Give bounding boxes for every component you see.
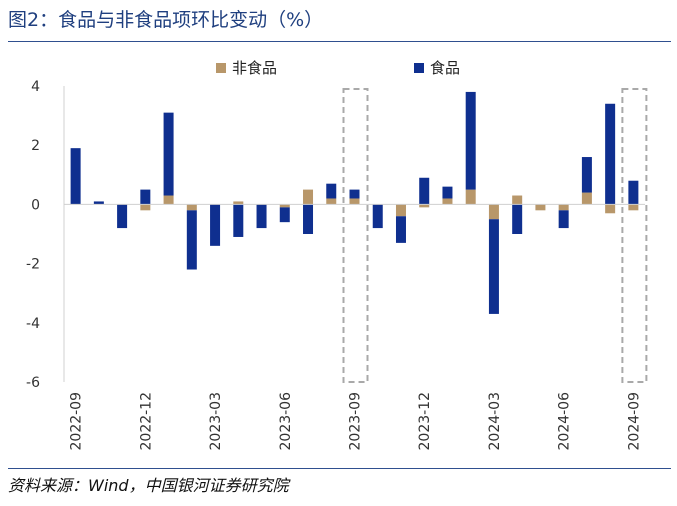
bar-food-2024-07 bbox=[581, 157, 592, 193]
bar-nonfood-2023-08 bbox=[326, 198, 337, 205]
legend-label-1: 食品 bbox=[430, 59, 460, 77]
bar-food-2023-12 bbox=[419, 177, 430, 205]
bar-nonfood-2023-12 bbox=[419, 204, 430, 208]
bar-food-2023-11 bbox=[395, 216, 406, 243]
bar-food-2023-05 bbox=[256, 204, 267, 229]
stacked-bar-chart: 非食品 食品 420-2-4-6 2022-09 2022-12 2023-03 202… bbox=[26, 59, 648, 451]
bar-nonfood-2023-06 bbox=[279, 204, 290, 208]
x-tick-label: 2023-09 bbox=[348, 392, 364, 451]
bar-food-2022-11 bbox=[117, 204, 128, 229]
y-tick-label: 2 bbox=[31, 138, 40, 154]
bar-nonfood-2023-11 bbox=[395, 204, 406, 217]
footer-divider bbox=[8, 468, 671, 469]
bar-food-2023-02 bbox=[186, 210, 197, 270]
y-tick-label: 4 bbox=[31, 79, 40, 95]
bar-food-2023-10 bbox=[372, 204, 383, 229]
bar-food-2022-10 bbox=[93, 201, 104, 205]
bar-nonfood-2024-03 bbox=[488, 204, 499, 220]
y-tick-label: 0 bbox=[31, 197, 40, 213]
bar-food-2022-12 bbox=[140, 189, 151, 205]
legend-swatch-0 bbox=[216, 63, 226, 73]
bar-nonfood-2023-07 bbox=[303, 189, 314, 205]
x-axis: 2022-09 2022-12 2023-03 2023-06 2023-09 2023-… bbox=[64, 203, 645, 451]
bar-food-2024-06 bbox=[558, 210, 569, 229]
bar-nonfood-2024-07 bbox=[581, 192, 592, 205]
bar-food-2024-02 bbox=[465, 91, 476, 190]
y-axis: 4 2 0 -2 -4 -6 bbox=[26, 79, 65, 391]
bar-nonfood-2024-01 bbox=[442, 198, 453, 205]
bar-nonfood-2024-09 bbox=[628, 204, 639, 211]
bar-food-2023-08 bbox=[326, 183, 337, 199]
x-tick-label: 2024-03 bbox=[487, 392, 503, 451]
highlight-box-2023-09 bbox=[342, 87, 369, 384]
chart-title: 图2：食品与非食品项环比变动（%） bbox=[8, 9, 324, 31]
bar-food-2023-01 bbox=[163, 112, 174, 196]
x-tick-label: 2023-06 bbox=[278, 392, 294, 451]
bar-food-2024-08 bbox=[605, 103, 616, 205]
x-tick-label: 2022-12 bbox=[138, 392, 154, 451]
bar-nonfood-2024-06 bbox=[558, 204, 569, 211]
bar-nonfood-2023-09 bbox=[349, 198, 360, 205]
bar-food-2023-07 bbox=[303, 204, 314, 234]
highlight-box-2024-09 bbox=[621, 87, 648, 384]
bars bbox=[70, 91, 639, 314]
y-tick-label: -4 bbox=[26, 316, 40, 332]
legend: 非食品 食品 bbox=[216, 59, 460, 77]
legend-label-0: 非食品 bbox=[232, 59, 277, 77]
bar-nonfood-2024-02 bbox=[465, 189, 476, 205]
bar-nonfood-2022-12 bbox=[140, 204, 151, 211]
x-tick-label: 2024-06 bbox=[557, 392, 573, 451]
x-tick-label: 2024-09 bbox=[626, 392, 642, 451]
bar-nonfood-2023-04 bbox=[233, 201, 244, 205]
bar-nonfood-2024-05 bbox=[535, 204, 546, 211]
bar-food-2024-01 bbox=[442, 186, 453, 199]
bar-food-2023-06 bbox=[279, 207, 290, 223]
bar-food-2024-04 bbox=[512, 204, 523, 234]
bar-food-2024-09 bbox=[628, 180, 639, 205]
bar-food-2023-04 bbox=[233, 204, 244, 237]
header-divider bbox=[8, 41, 671, 42]
bar-nonfood-2023-02 bbox=[186, 204, 197, 211]
bar-food-2023-03 bbox=[210, 204, 221, 246]
bar-nonfood-2024-08 bbox=[605, 204, 616, 214]
y-tick-label: -6 bbox=[26, 375, 40, 391]
y-tick-label: -2 bbox=[26, 257, 40, 273]
legend-swatch-1 bbox=[414, 63, 424, 73]
x-tick-label: 2023-12 bbox=[417, 392, 433, 451]
bar-food-2023-09 bbox=[349, 189, 360, 199]
bar-food-2024-03 bbox=[488, 219, 499, 314]
bar-food-2022-09 bbox=[70, 148, 81, 205]
x-tick-label: 2022-09 bbox=[69, 392, 85, 451]
source-note: 资料来源：Wind，中国银河证券研究院 bbox=[8, 476, 289, 495]
x-tick-label: 2023-03 bbox=[208, 392, 224, 451]
bar-nonfood-2024-04 bbox=[512, 195, 523, 205]
highlight-boxes bbox=[342, 87, 648, 384]
bar-nonfood-2023-01 bbox=[163, 195, 174, 205]
